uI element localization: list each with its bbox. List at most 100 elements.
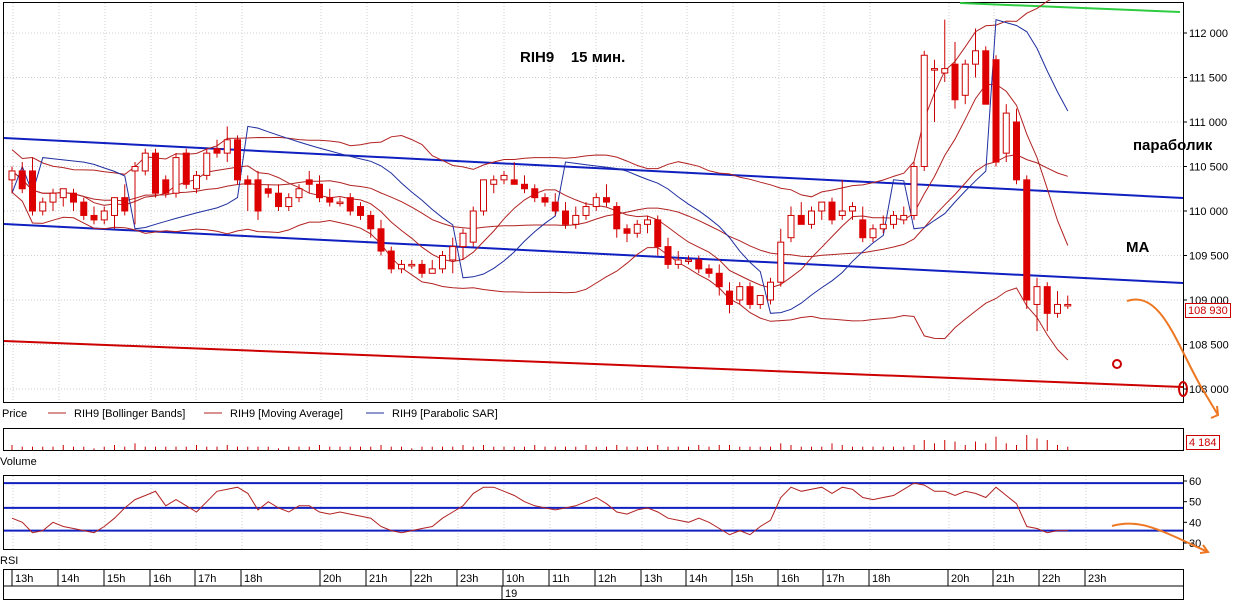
time-label: 16h [153, 573, 171, 585]
candle-body-bullish [685, 259, 692, 262]
volume-last-box [1186, 435, 1220, 450]
time-label: 16h [781, 573, 799, 585]
candle-body-bullish [8, 170, 16, 181]
legend-sar: RIH9 [Parabolic SAR] [392, 408, 498, 420]
candle-body-bearish [326, 197, 334, 203]
candle-body-bearish [521, 183, 528, 190]
candle-body-bullish [1002, 112, 1010, 154]
candle-body-bullish [787, 214, 795, 239]
time-label: 17h [826, 573, 844, 585]
legend-ma: RIH9 [Moving Average] [230, 408, 343, 420]
candle-body-bearish [80, 201, 88, 216]
candle-body-bullish [869, 228, 877, 239]
candle-body-bearish [377, 228, 385, 252]
candle-body-bullish [203, 152, 211, 176]
time-axis: 13h 14h 15h 16h 17h 18h 20h 21h 22h 23h 10h 11h 12h 1… [3, 570, 1183, 600]
bollinger-middle-band [11, 154, 1068, 258]
candle-body-bullish [961, 63, 969, 96]
rsi-tick-label: 50 [1189, 497, 1201, 509]
price-axis: 112 000 111 500 111 000 110 500 110 000 109 5… [1183, 28, 1229, 396]
candle-body-bearish [828, 201, 836, 221]
candle-body-bearish [29, 170, 36, 212]
candle-body-bearish [1043, 286, 1051, 314]
parabolic-sar-line [11, 18, 1069, 314]
candle-body-bullish [285, 197, 293, 208]
annotation-parabolic: параболик [1133, 137, 1213, 154]
candle-body-bearish [387, 250, 395, 270]
candle-body-bullish [849, 206, 856, 212]
candles [8, 19, 1072, 332]
time-label: 13h [15, 573, 33, 585]
price-tick-label: 112 000 [1189, 28, 1228, 40]
candle-body-bullish [900, 214, 908, 221]
time-label: 23h [1088, 573, 1106, 585]
candle-body-bullish [439, 255, 446, 270]
candle-body-bearish [510, 179, 518, 185]
candle-body-bearish [797, 214, 805, 225]
volume-bars [11, 435, 1069, 450]
volume-panel [3, 428, 1184, 451]
trendlines [3, 2, 1184, 388]
candle-body-bullish [674, 259, 682, 265]
candle-body-bearish [152, 152, 159, 194]
candle-body-bullish [172, 157, 180, 194]
time-label: 22h [1042, 573, 1060, 585]
candle-body-bullish [572, 214, 580, 225]
price-tick-label: 108 000 [1189, 384, 1229, 396]
candle-body-bullish [398, 263, 405, 270]
candle-body-bearish [305, 179, 313, 185]
candle-body-bullish [39, 201, 47, 212]
candle-body-bearish [541, 197, 549, 203]
price-tick-label: 110 500 [1189, 162, 1228, 174]
candle-body-bearish [705, 268, 713, 274]
price-tick-label: 108 500 [1189, 340, 1229, 352]
candle-body-bullish [736, 286, 744, 301]
candle-body-bullish [449, 246, 457, 261]
candle-body-bullish [777, 241, 785, 283]
candle-body-bullish [931, 68, 938, 71]
candle-body-bullish [100, 210, 108, 221]
candle-body-bearish [357, 206, 364, 216]
candle-body-bearish [531, 188, 539, 199]
candle-body-bearish [613, 206, 621, 230]
rsi-panel [3, 475, 1184, 550]
candle-body-bearish [951, 63, 959, 101]
candle-body-bearish [182, 152, 190, 185]
candle-body-bullish [920, 54, 928, 167]
candle-body-bullish [910, 166, 918, 216]
candle-body-bullish [1064, 303, 1072, 307]
time-label: 15h [107, 573, 125, 585]
candle-body-bullish [500, 174, 508, 181]
candle-body-bullish [1033, 286, 1041, 305]
candle-body-bearish [1023, 179, 1031, 301]
candle-body-bearish [562, 210, 569, 225]
candle-body-bearish [654, 219, 662, 248]
candle-body-bullish [633, 223, 641, 234]
marker-circle [1112, 359, 1122, 369]
candle-body-bullish [223, 139, 231, 154]
candle-body-bearish [726, 290, 733, 305]
candle-body-bearish [695, 259, 703, 270]
price-tick-label: 111 500 [1189, 73, 1227, 85]
candle-body-bullish [890, 214, 897, 225]
time-label: 18h [244, 573, 262, 585]
candle-body-bearish [90, 214, 98, 221]
candle-body-bullish [408, 263, 416, 267]
candle-body-bullish [756, 295, 764, 305]
price-tick-label: 109 500 [1189, 251, 1229, 263]
trendline-red [3, 340, 1184, 388]
candle-body-bearish [254, 179, 262, 212]
candle-body-bullish [336, 201, 344, 205]
annotation-ma: MA [1126, 239, 1149, 256]
candle-body-bearish [264, 188, 272, 194]
candle-body-bullish [141, 152, 149, 172]
time-label: 14h [689, 573, 707, 585]
candle-body-bearish [623, 228, 631, 234]
candle-body-bearish [992, 59, 1000, 163]
candle-body-bullish [592, 197, 600, 208]
time-label: 11h [552, 573, 570, 585]
time-axis-panel [3, 569, 1184, 600]
candle-body-bearish [367, 214, 375, 230]
candle-body-bullish [59, 188, 67, 199]
